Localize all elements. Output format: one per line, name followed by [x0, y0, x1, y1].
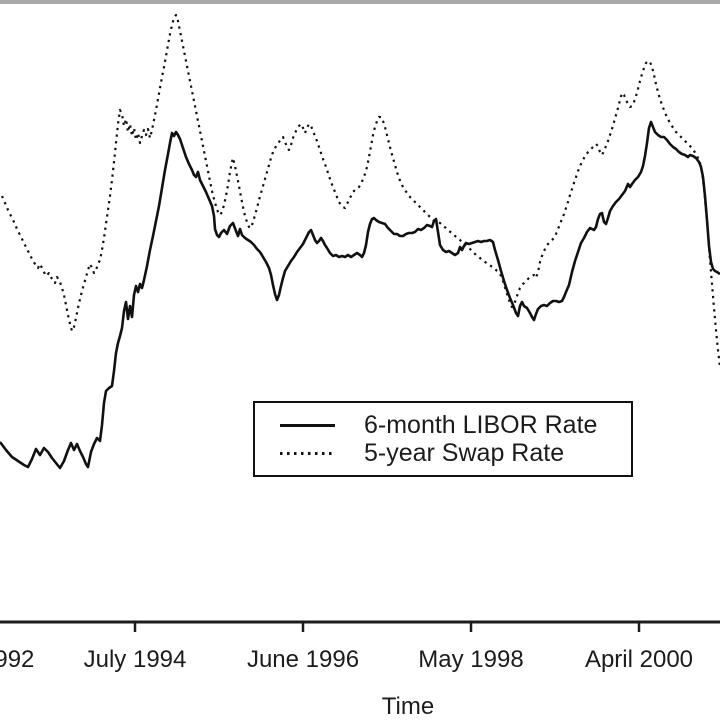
legend-row-libor: 6-month LIBOR Rate — [280, 410, 631, 439]
dotted-line-sample-icon — [280, 451, 335, 455]
top-crop-bar — [0, 0, 720, 4]
series-dotted — [0, 13, 720, 368]
legend-row-swap: 5-year Swap Rate — [280, 438, 631, 467]
legend-box: 6-month LIBOR Rate 5-year Swap Rate — [253, 401, 633, 477]
solid-line-sample-icon — [280, 423, 335, 427]
series-solid — [0, 120, 720, 470]
legend-label-swap: 5-year Swap Rate — [364, 438, 565, 467]
x-axis-title: Time — [381, 693, 435, 720]
legend-label-libor: 6-month LIBOR Rate — [364, 410, 598, 439]
